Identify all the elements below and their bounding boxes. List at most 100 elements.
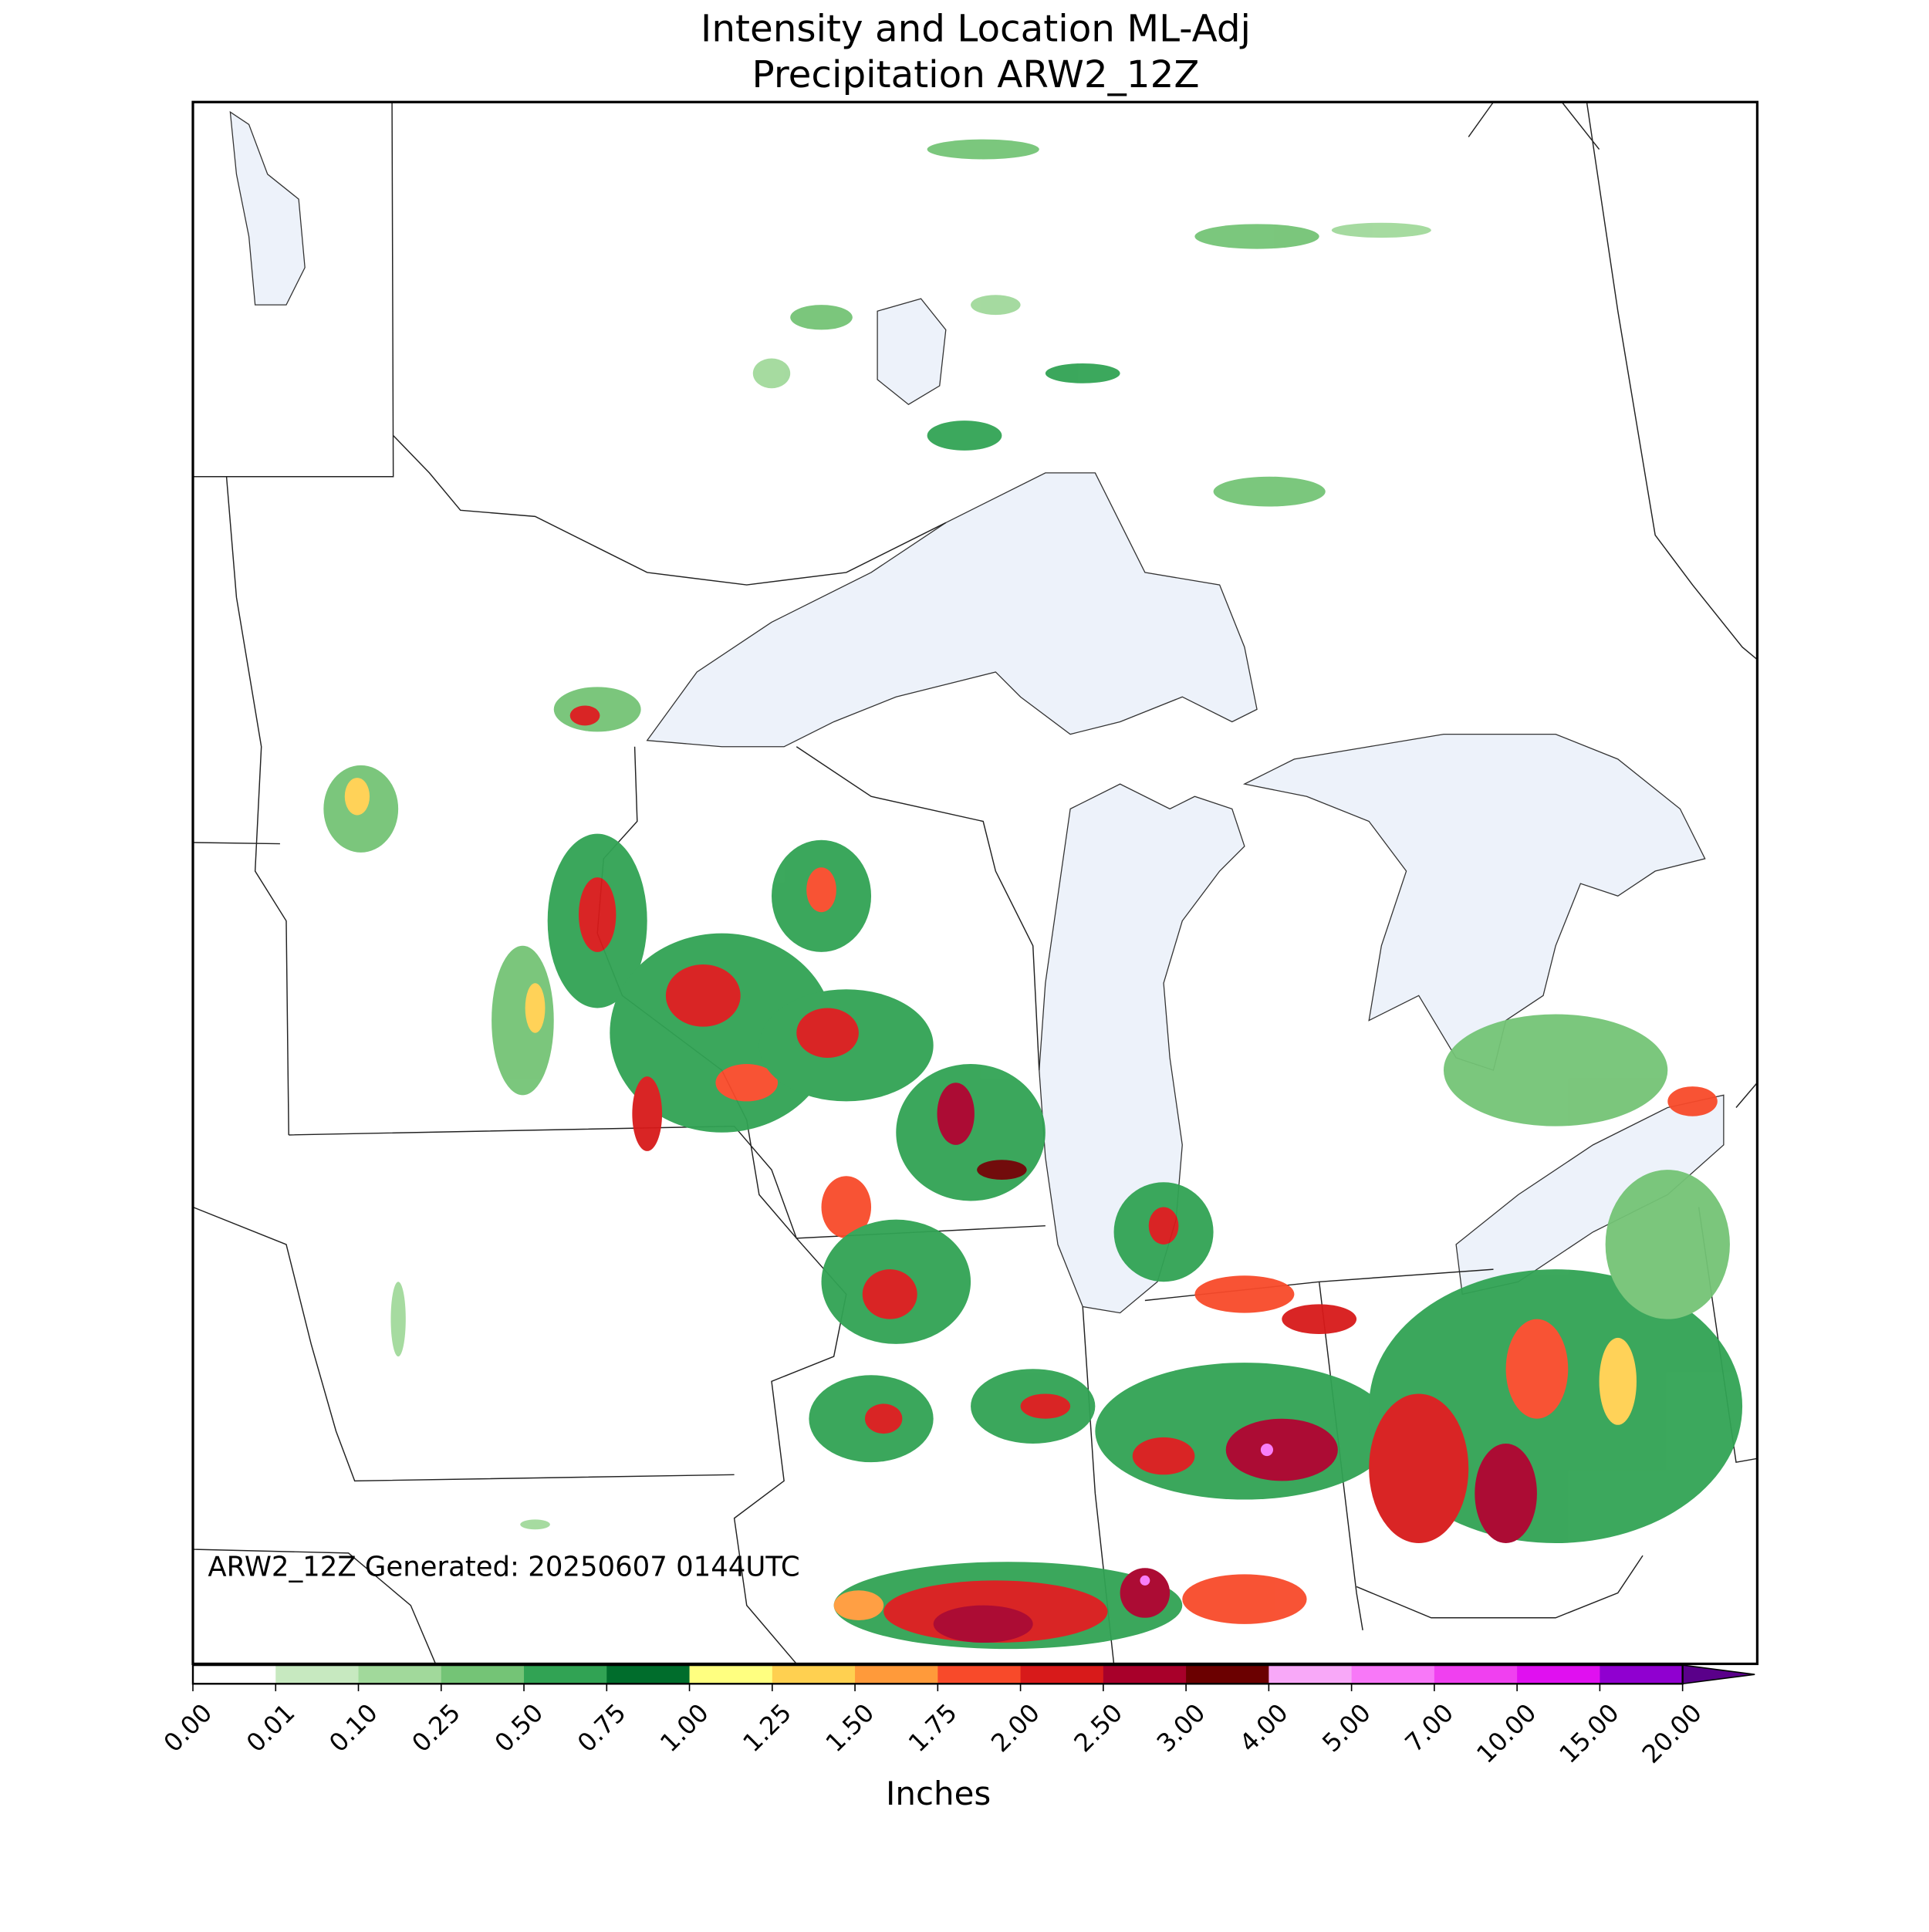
colorbar-tick-label: 1.75 [903, 1698, 963, 1758]
precip-cell [1599, 1337, 1637, 1425]
precip-cell [833, 1590, 884, 1620]
colorbar-segment [606, 1665, 691, 1684]
title-line: Intensity and Location ML-Adj [701, 7, 1251, 50]
lake-nipigon [877, 298, 947, 405]
precip-cell [579, 877, 617, 952]
precip-cell [1667, 1086, 1718, 1116]
colorbar-tick-label: 20.00 [1637, 1698, 1708, 1769]
colorbar-tick-label: 10.00 [1471, 1698, 1542, 1769]
colorbar-tick-label: 7.00 [1400, 1698, 1460, 1758]
colorbar-tick-label: 1.25 [737, 1698, 797, 1758]
precip-cell [927, 421, 1002, 451]
border [1468, 101, 1758, 660]
colorbar-segment [937, 1665, 1022, 1684]
colorbar-segment [1020, 1665, 1104, 1684]
colorbar-segment [772, 1665, 856, 1684]
colorbar-tick-label: 0.75 [572, 1698, 632, 1758]
precip-cell [796, 1008, 859, 1058]
precip-cell [569, 705, 600, 726]
precip-cell [390, 1282, 406, 1357]
colorbar-tick-label: 1.50 [820, 1698, 880, 1758]
colorbar-tick-label: 0.25 [406, 1698, 466, 1758]
title-line: Precipitation ARW2_12Z [752, 53, 1200, 96]
colorbar-tick-label: 3.00 [1151, 1698, 1211, 1758]
map-frame [191, 100, 1759, 1666]
precip-cell [821, 1176, 872, 1238]
colorbar-segment [1186, 1665, 1269, 1684]
precip-cell [1194, 224, 1319, 249]
precip-cell [715, 1064, 779, 1102]
border [192, 1206, 735, 1664]
colorbar-segment [689, 1665, 773, 1684]
precip-cell [1605, 1170, 1730, 1319]
colorbar-segment [441, 1665, 525, 1684]
precip-cell [937, 1083, 975, 1145]
precip-cell [927, 139, 1039, 160]
precip-cell [1331, 222, 1431, 238]
precip-cell [665, 964, 741, 1027]
precip-cell [1140, 1575, 1150, 1586]
map-area: ARW2_12Z Generated: 20250607 0144UTC [191, 100, 1759, 1666]
colorbar-segment [1103, 1665, 1187, 1684]
colorbar-segment [1600, 1665, 1684, 1684]
colorbar-tick-label: 2.00 [985, 1698, 1046, 1758]
lake-winnipeg [229, 110, 306, 306]
precip-cell [1020, 1393, 1071, 1419]
colorbar-tick-label: 1.00 [654, 1698, 715, 1758]
precip-cell [864, 1403, 903, 1434]
colorbar: 0.00 0.01 0.10 0.25 0.50 0.75 1.00 1.25 1.50 1.75… [158, 1663, 1755, 1769]
colorbar-segment [1517, 1665, 1600, 1684]
precip-cell [1194, 1275, 1295, 1313]
colorbar-tick-label: 2.50 [1068, 1698, 1128, 1758]
precip-cell [1182, 1574, 1307, 1624]
precip-cell [1260, 1443, 1273, 1457]
colorbar-tick-label: 15.00 [1554, 1698, 1625, 1769]
border [796, 746, 1644, 1619]
colorbar-segment [855, 1665, 938, 1684]
border [1082, 1082, 1758, 1664]
precip-cell [806, 867, 836, 913]
lake-superior [646, 472, 1258, 748]
colorbar-tick-label: 0.00 [158, 1698, 218, 1758]
lake-michigan [1039, 783, 1245, 1314]
border [192, 102, 947, 586]
colorbar-extend [1681, 1664, 1755, 1685]
precip-cell [520, 1519, 550, 1530]
colorbar-tick-label: 0.01 [241, 1698, 301, 1758]
precip-cell [632, 1076, 663, 1151]
precip-cell [933, 1605, 1033, 1643]
colorbar-tick-label: 4.00 [1234, 1698, 1294, 1758]
precip-cell [862, 1269, 917, 1319]
precip-cell [1213, 476, 1326, 507]
precip-cell [1132, 1437, 1195, 1475]
precip-cell [1045, 363, 1120, 383]
precip-cell [1120, 1568, 1171, 1618]
precip-cell [492, 945, 554, 1096]
precip-cell [525, 983, 546, 1033]
precip-cell [1225, 1418, 1338, 1481]
precip-cell [553, 687, 641, 732]
precip-cell [1475, 1443, 1537, 1543]
precip-cell [1148, 1207, 1179, 1245]
colorbar-tick-label: 5.00 [1316, 1698, 1377, 1758]
precip-cell [1505, 1319, 1569, 1419]
precip-cell [977, 1160, 1027, 1180]
annotation: ARW2_12Z Generated: 20250607 0144UTC [208, 1551, 799, 1582]
precip-cell [971, 295, 1021, 316]
colorbar-segment [524, 1665, 607, 1684]
lake-huron [1242, 733, 1706, 1071]
colorbar-label: Inches [886, 1775, 991, 1812]
colorbar-segment [193, 1665, 276, 1684]
colorbar-tick-label: 0.10 [323, 1698, 383, 1758]
colorbar-tick-label: 0.50 [489, 1698, 549, 1758]
precip-cell [1443, 1014, 1668, 1126]
precip-field [323, 139, 1743, 1650]
precip-cell [752, 358, 791, 389]
colorbar-segment [1351, 1665, 1435, 1684]
colorbar-segment [275, 1665, 359, 1684]
colorbar-segment [1269, 1665, 1353, 1684]
colorbar-segment [358, 1665, 442, 1684]
precip-cell [344, 778, 370, 816]
